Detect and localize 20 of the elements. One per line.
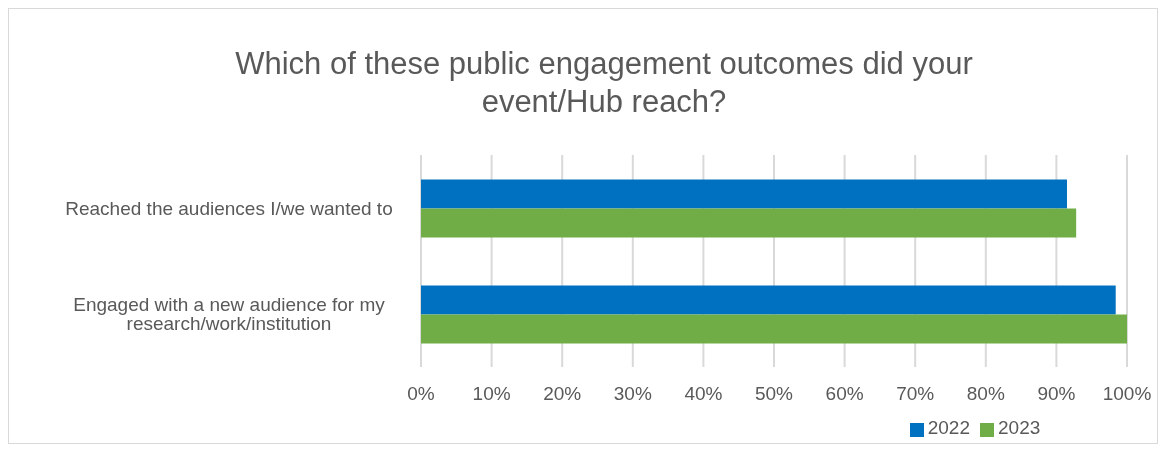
x-tick-label: 70% [896,383,935,405]
bar [421,208,1077,238]
x-tick-label: 20% [543,383,582,405]
x-tick-label: 0% [407,383,435,405]
x-tick-label: 40% [684,383,723,405]
chart-title: Which of these public engagement outcomes did your event/Hub reach? [234,45,974,121]
legend-label: 2023 [998,417,1041,438]
x-tick-label: 90% [1037,383,1076,405]
bar [421,314,1127,344]
x-tick-label: 80% [966,383,1005,405]
x-tick-label: 10% [472,383,511,405]
bar [421,285,1116,315]
x-tick-label: 60% [825,383,864,405]
y-tick-label: Reached the audiences I/we wanted to [65,197,393,219]
bar [421,179,1067,209]
x-tick-label: 30% [613,383,652,405]
x-tick-label: 100% [1102,383,1152,405]
x-tick-label: 50% [754,383,794,405]
legend-label: 2022 [927,417,970,438]
y-tick-label: Engaged with a new audience for my research/work/institution [73,294,386,335]
